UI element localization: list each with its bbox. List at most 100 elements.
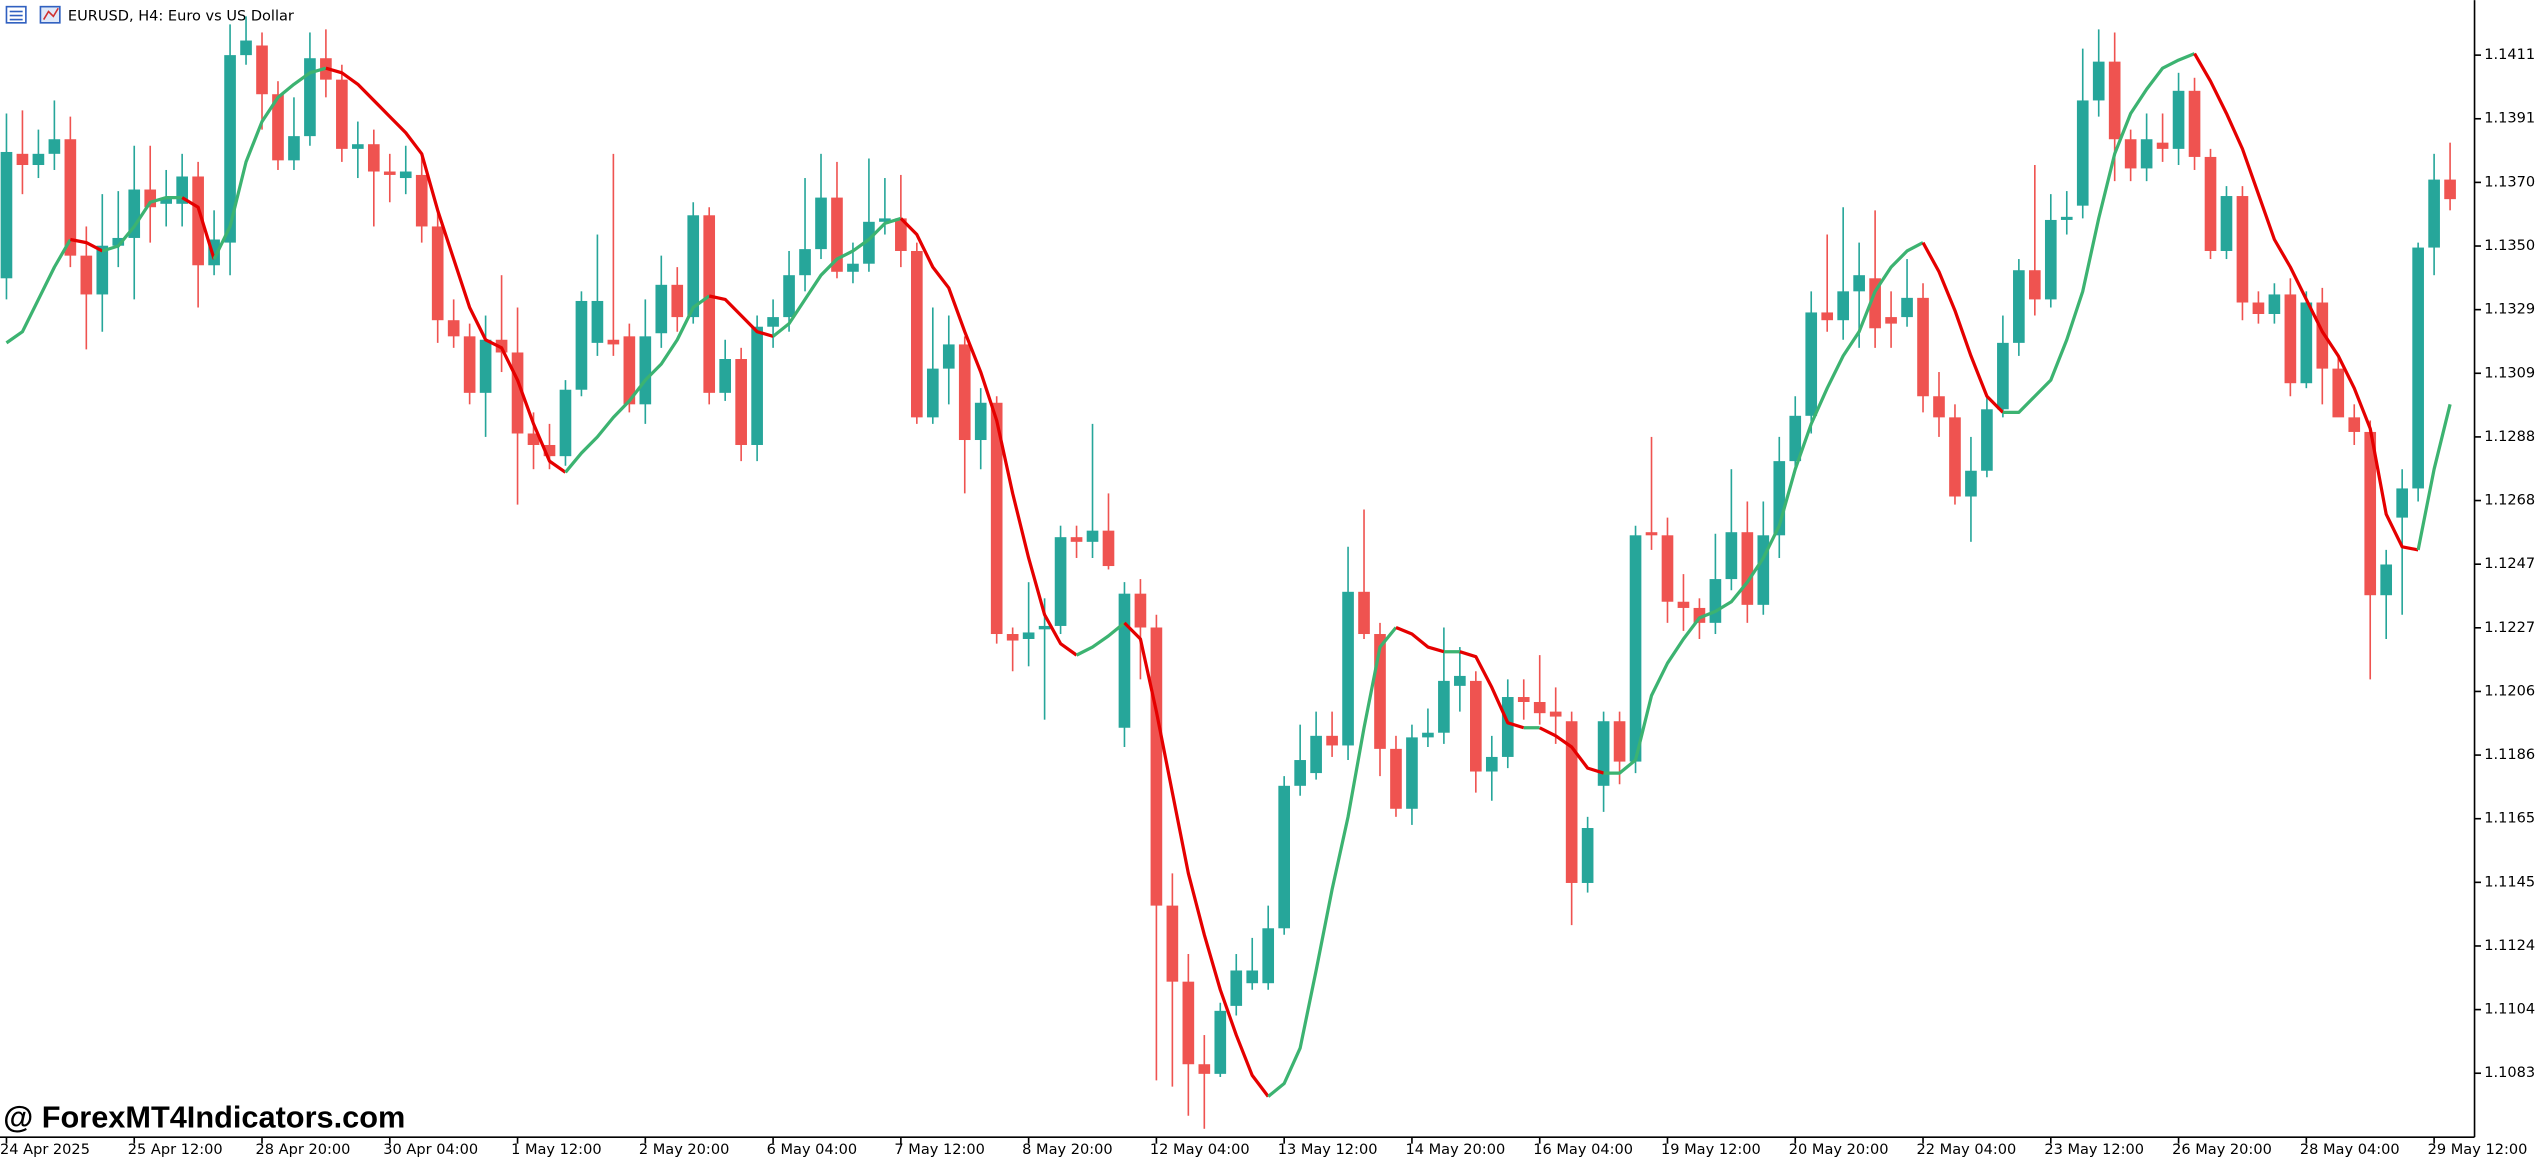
candle-body [639,336,652,405]
x-tick-label: 16 May 04:00 [1533,1141,1633,1158]
candle-body [352,144,364,149]
candle-body [2348,417,2361,432]
candle-body [942,344,955,369]
moving-average [70,237,104,253]
moving-average [2193,52,2419,552]
candle-body [1981,409,1993,471]
moving-average [899,217,1078,657]
candle-body [192,176,204,266]
candle-body [974,402,987,441]
candle-body [591,300,604,343]
candle-body [1629,535,1642,762]
candle-body [1086,530,1099,542]
candle-body [575,300,588,390]
candle-body [1805,312,1818,416]
candle-body [623,336,636,405]
candle-body [2380,564,2393,596]
candle-body [367,144,380,172]
candle-body [2444,179,2456,200]
candle-body [0,151,13,279]
candle-body [511,352,524,434]
x-tick-label: 29 May 12:00 [2428,1141,2528,1158]
y-tick-label: 1.12885 [2484,428,2536,445]
x-tick-label: 13 May 12:00 [1278,1141,1378,1158]
candle-body [383,171,396,175]
candle-body [1757,535,1770,605]
moving-average [1603,241,1924,775]
candle-body [463,336,476,393]
candle-body [1517,697,1530,702]
candle-body [1326,735,1338,746]
candle-body [1789,415,1802,462]
candle-body [415,174,428,227]
y-tick-label: 1.11450 [2484,873,2536,890]
candle-body [2060,216,2073,220]
candle-body [1438,680,1450,733]
candle-body [2172,90,2185,149]
y-tick-label: 1.13295 [2484,301,2536,318]
candle-body [2044,219,2057,300]
candle-body [1070,537,1083,542]
candle-body [1997,342,2009,410]
candle-body [399,171,412,179]
y-tick-label: 1.10835 [2484,1064,2536,1081]
candle-body [655,284,668,334]
candle-body [1134,593,1147,628]
candle-body [2108,61,2121,140]
candle-body [1501,697,1514,757]
candle-body [703,215,716,393]
moving-average [772,216,902,338]
candle-body [2092,61,2105,101]
moving-average [212,66,327,260]
candle-body [1470,680,1482,772]
candle-body [1182,981,1195,1065]
candle-body [719,359,732,393]
candle-body [958,344,971,441]
x-tick-label: 26 May 20:00 [2172,1141,2272,1158]
moving-average [181,196,216,260]
x-tick-label: 23 May 12:00 [2044,1141,2144,1158]
candle-body [1933,396,1945,418]
moving-average [564,294,711,474]
candle-body [1741,532,1754,605]
candle-body [926,368,939,418]
candle-body [1006,634,1019,641]
x-tick-label: 14 May 20:00 [1405,1141,1505,1158]
chart-title: EURUSD, H4: Euro vs US Dollar [68,7,294,24]
candle-body [671,284,684,318]
moving-average [2002,52,2196,415]
x-tick-label: 19 May 12:00 [1661,1141,1761,1158]
y-tick-label: 1.13705 [2484,173,2536,190]
candle-body [1294,760,1306,786]
candle-body [1390,748,1402,809]
candle-body [1166,905,1179,982]
x-tick-label: 2 May 20:00 [639,1141,730,1158]
candle-body [80,255,93,295]
candle-body [1054,537,1067,626]
candle-body [1214,1010,1227,1074]
candle-body [2364,431,2377,596]
moving-average [5,238,72,345]
y-tick-label: 1.13910 [2484,110,2536,127]
y-tick-label: 1.12680 [2484,492,2536,509]
candle-body [96,245,109,295]
x-tick-label: 28 Apr 20:00 [256,1141,351,1158]
moving-average [1459,650,1525,730]
x-tick-label: 20 May 20:00 [1789,1141,1889,1158]
candle-body [2029,270,2041,300]
candle-body [735,359,747,445]
candle-body [1853,275,1865,292]
candle-body [1278,785,1290,929]
moving-average [708,294,774,338]
candle-body [527,433,540,445]
candle-body [1198,1064,1211,1074]
candle-body [336,79,348,149]
y-tick-label: 1.13500 [2484,237,2536,254]
candle-body [559,389,572,457]
candle-body [1374,634,1386,749]
y-tick-label: 1.12475 [2484,555,2536,572]
candle-body [1821,312,1834,321]
candle-body [2124,139,2137,169]
candle-body [2188,90,2201,157]
